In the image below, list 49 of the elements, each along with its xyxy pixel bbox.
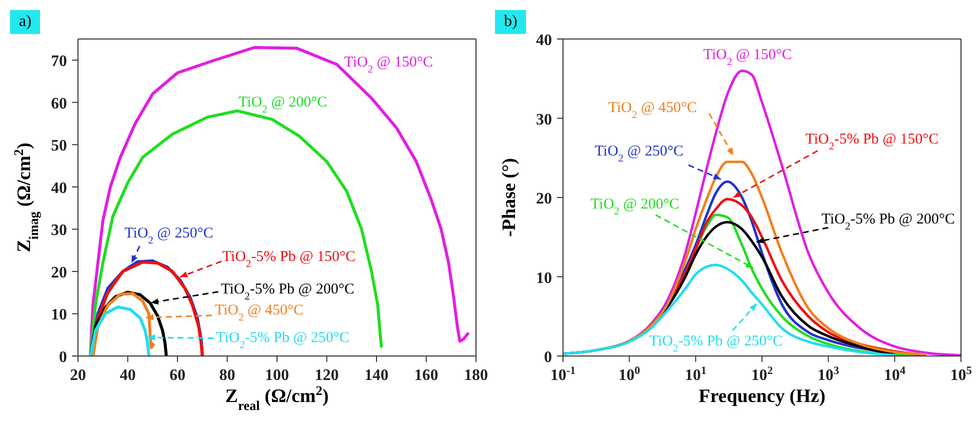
x-tick-label: 10$^{-1}$ <box>550 365 576 384</box>
y-tick-label: 0 <box>59 349 67 366</box>
x-tick-label: 60 <box>170 367 186 384</box>
x-tick-label: 10$^{1}$ <box>684 365 707 384</box>
x-axis-title: Frequency (Hz) <box>698 386 826 407</box>
y-tick-label: 60 <box>51 95 67 112</box>
y-tick-label: 50 <box>51 138 67 155</box>
x-tick-label: 10$^{3}$ <box>818 365 840 384</box>
y-tick-label: 10 <box>536 270 552 287</box>
chart-title: b) <box>495 10 526 34</box>
y-axis-title: -Phase (°) <box>499 158 520 237</box>
y-tick-label: 70 <box>51 53 67 70</box>
series-label: TiO$_{2}$ @ 250°C <box>124 226 214 246</box>
x-tick-label: 180 <box>464 367 488 384</box>
legend-label: TiO$_{2}$-5% Pb @ 200°C <box>221 281 354 302</box>
x-tick-label: 10$^{2}$ <box>751 365 774 384</box>
legend-label: TiO$_{2}$-5% Pb @ 150°C <box>222 248 356 270</box>
y-tick-label: 40 <box>536 32 552 49</box>
y-tick-label: 30 <box>51 222 67 240</box>
y-tick-label: 0 <box>544 349 552 366</box>
text: TiO$_{2}$ @ 450°C <box>608 100 697 120</box>
chart-title: a) <box>10 10 40 34</box>
x-tick-label: 120 <box>314 367 339 384</box>
x-tick-label: 40 <box>120 367 136 384</box>
x-tick-label: 20 <box>70 367 86 384</box>
x-tick-label: 10$^{4}$ <box>884 365 906 384</box>
x-tick-label: 140 <box>364 367 388 384</box>
y-tick-label: 30 <box>536 111 552 128</box>
legend-label: TiO$_{2}$-5% Pb @ 250°C <box>649 334 783 354</box>
x-axis-title: Z$_{real}$ (Ω/cm$^{2}$) <box>225 382 329 412</box>
x-tick-label: 10$^{5}$ <box>950 365 972 384</box>
x-tick-label: 100 <box>265 367 289 384</box>
series-label: TiO$_{2}$ @ 200°C <box>590 196 680 218</box>
y-tick-label: 10 <box>51 306 67 324</box>
x-tick-label: 160 <box>414 367 438 384</box>
x-tick-label: 80 <box>219 367 236 384</box>
series-label: TiO$_{2}$ @ 150°C <box>703 46 792 68</box>
x-tick-label: 10$^{0}$ <box>618 365 641 384</box>
y-tick-label: 20 <box>51 264 67 282</box>
y-tick-label: 20 <box>536 190 552 208</box>
text: TiO$_{2}$-5% Pb @ 150°C <box>805 132 939 152</box>
series-label: TiO$_{2}$ @ 150°C <box>344 54 433 75</box>
legend-label: TiO$_{2}$-5% Pb @ 250°C <box>216 330 350 351</box>
legend-label: TiO$_{2}$ @ 450°C <box>214 302 304 324</box>
text: TiO$_{2}$ @ 250°C <box>594 143 684 164</box>
line-series <box>88 305 150 356</box>
text: TiO$_{2}$-5% Pb @ 200°C <box>822 212 955 232</box>
y-tick-label: 40 <box>51 180 67 197</box>
series-label: TiO$_{2}$ @ 200°C <box>238 94 328 116</box>
